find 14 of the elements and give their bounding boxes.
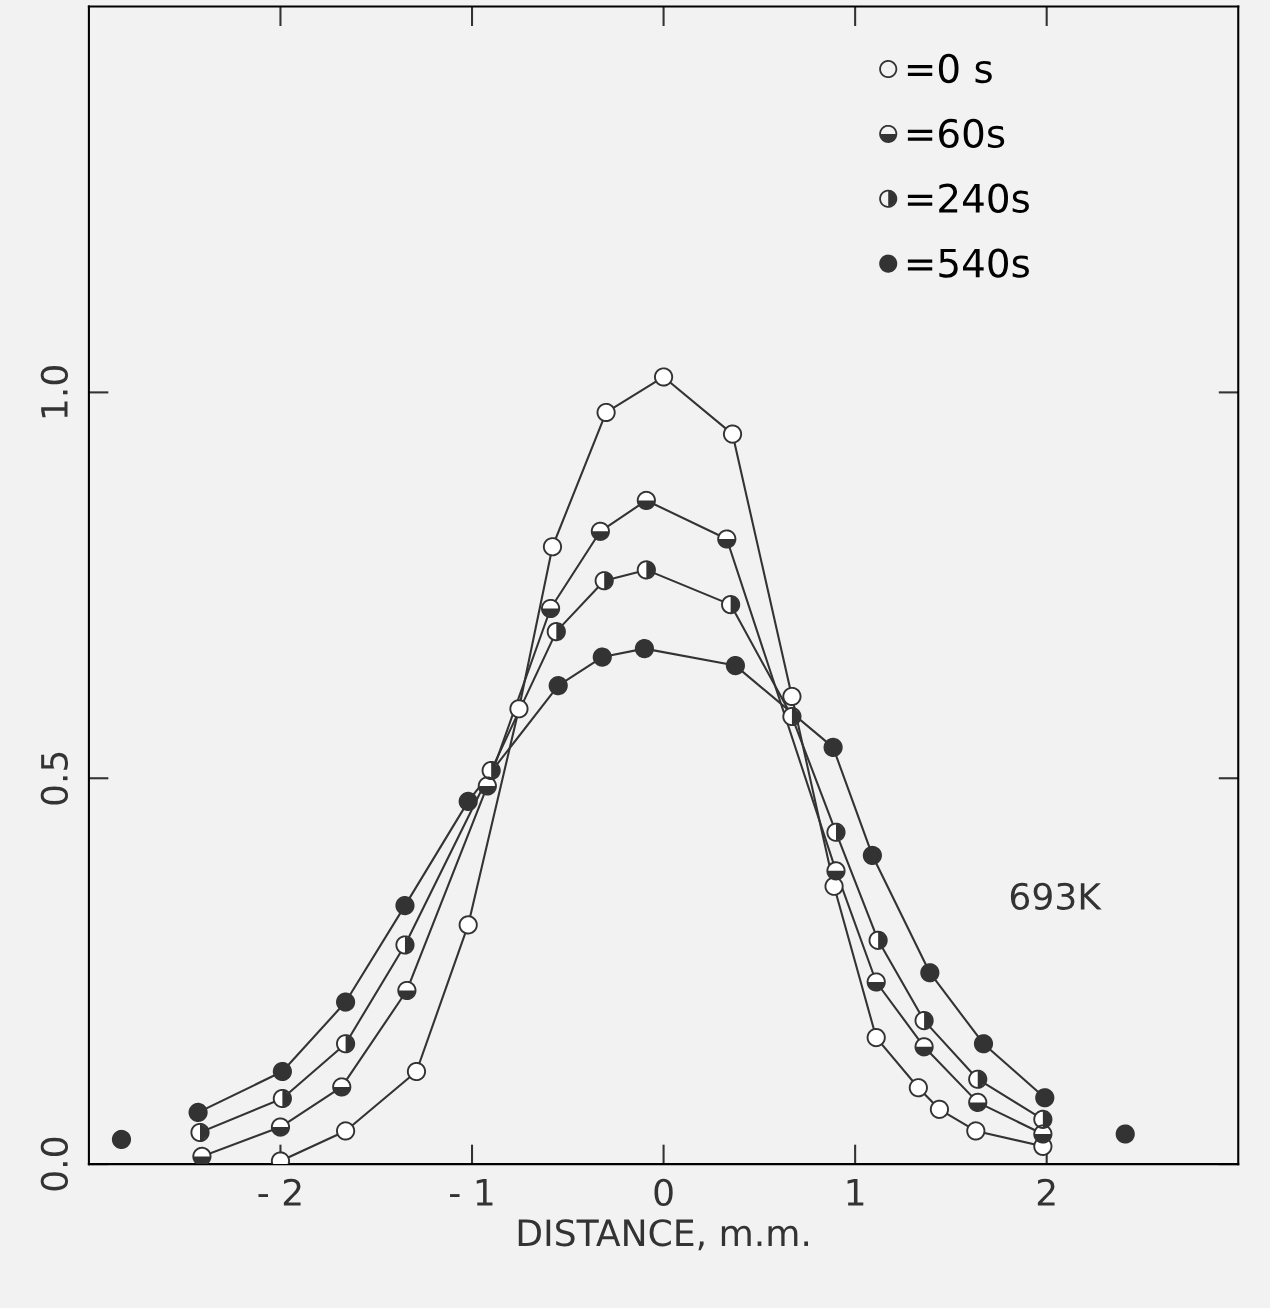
x-tick-label: 1 (847, 1179, 864, 1206)
x-axis-title: DISTANCE, m.m. (518, 1219, 809, 1251)
y-tick-label: 0.5 (40, 752, 69, 805)
legend-label: =540s (907, 248, 1029, 278)
annotation: 693K (1010, 882, 1102, 910)
x-tick-label: - 2 (258, 1178, 301, 1206)
x-tick-label: 0 (654, 1178, 673, 1206)
legend-label: =0 s (907, 53, 992, 84)
x-tick-label: - 1 (450, 1179, 493, 1206)
x-tick-label: 2 (1037, 1178, 1055, 1206)
legend-label: =60s (907, 118, 1005, 149)
y-tick-label: 1.0 (40, 366, 69, 418)
legend-label: =240s (907, 183, 1029, 213)
y-tick-label: 0.0 (40, 1137, 69, 1191)
